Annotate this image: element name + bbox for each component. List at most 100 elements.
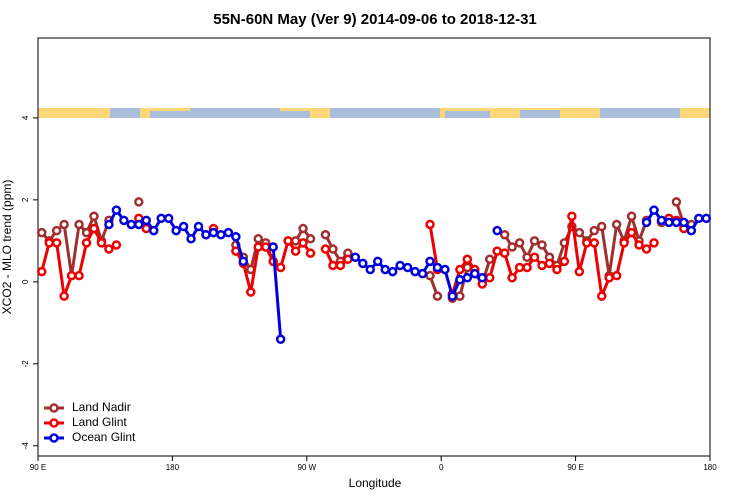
point <box>507 242 517 252</box>
legend-label: Ocean Glint <box>72 430 136 444</box>
point <box>372 256 383 267</box>
point <box>44 238 54 248</box>
point <box>649 238 659 248</box>
point <box>701 213 712 224</box>
point <box>611 219 622 230</box>
point <box>477 272 488 283</box>
point <box>74 270 84 281</box>
point <box>104 219 114 230</box>
point <box>432 291 443 301</box>
y-tick-label: 4 <box>21 115 30 120</box>
point <box>365 264 376 275</box>
point <box>193 221 204 232</box>
point <box>484 254 495 265</box>
point <box>66 270 77 281</box>
point <box>119 215 129 226</box>
point <box>350 252 361 262</box>
point <box>89 223 99 234</box>
point <box>320 244 331 254</box>
point <box>425 270 435 281</box>
point <box>462 272 473 283</box>
point <box>425 219 435 230</box>
point <box>328 244 338 254</box>
point <box>186 234 196 244</box>
x-tick-label: 90 W <box>297 463 316 472</box>
point <box>81 227 92 238</box>
point <box>567 211 577 222</box>
legend-marker <box>49 418 59 428</box>
point <box>74 219 84 230</box>
point <box>537 240 547 250</box>
point <box>417 268 428 279</box>
point <box>89 211 99 222</box>
point <box>51 238 62 248</box>
point <box>462 254 473 265</box>
point <box>574 266 585 277</box>
legend-label: Land Nadir <box>72 400 131 414</box>
point <box>432 262 443 273</box>
point <box>514 262 525 273</box>
point <box>156 213 166 224</box>
point <box>51 225 62 236</box>
point <box>664 217 674 228</box>
point <box>455 275 465 285</box>
point <box>216 229 226 240</box>
point <box>604 272 614 283</box>
y-tick-label: -2 <box>21 360 30 368</box>
point <box>358 258 368 269</box>
point <box>298 238 308 248</box>
point <box>134 197 144 207</box>
y-axis-label: XCO2 - MLO trend (ppm) <box>0 180 14 315</box>
point <box>589 238 600 248</box>
x-axis-label: Longitude <box>349 476 402 490</box>
chart-title: 55N-60N May (Ver 9) 2014-09-06 to 2018-1… <box>213 11 537 28</box>
point <box>596 221 607 232</box>
point <box>589 225 600 236</box>
point <box>305 248 316 258</box>
y-tick-label: -4 <box>21 442 30 450</box>
point <box>275 334 286 344</box>
point <box>514 238 525 248</box>
point <box>455 264 465 275</box>
point <box>522 252 532 262</box>
point <box>455 291 465 301</box>
point <box>641 217 652 228</box>
point <box>305 234 316 244</box>
point <box>402 262 413 273</box>
point <box>111 205 122 215</box>
point <box>671 197 682 207</box>
point <box>290 236 301 246</box>
point <box>507 272 517 283</box>
x-tick-label: 90 E <box>30 463 46 472</box>
point <box>126 219 137 230</box>
point <box>283 236 293 246</box>
point <box>111 240 122 250</box>
point <box>552 264 562 275</box>
point <box>253 242 264 252</box>
point <box>544 258 555 269</box>
point <box>694 213 704 224</box>
point <box>36 266 47 277</box>
point <box>574 227 585 238</box>
point <box>208 227 219 238</box>
y-tick-label: 0 <box>21 279 30 284</box>
point <box>626 211 637 222</box>
map-strip <box>38 108 710 118</box>
point <box>626 227 637 238</box>
point <box>171 225 181 236</box>
point <box>484 272 495 283</box>
point <box>238 256 249 267</box>
x-tick-label: 180 <box>166 463 180 472</box>
point <box>328 260 338 271</box>
point <box>253 234 264 244</box>
point <box>686 225 697 236</box>
point <box>335 260 346 271</box>
point <box>440 264 450 275</box>
x-tick-label: 90 E <box>567 463 583 472</box>
point <box>529 252 540 262</box>
point <box>201 229 211 240</box>
point <box>223 227 234 238</box>
point <box>559 256 570 267</box>
legend-marker <box>49 433 59 443</box>
